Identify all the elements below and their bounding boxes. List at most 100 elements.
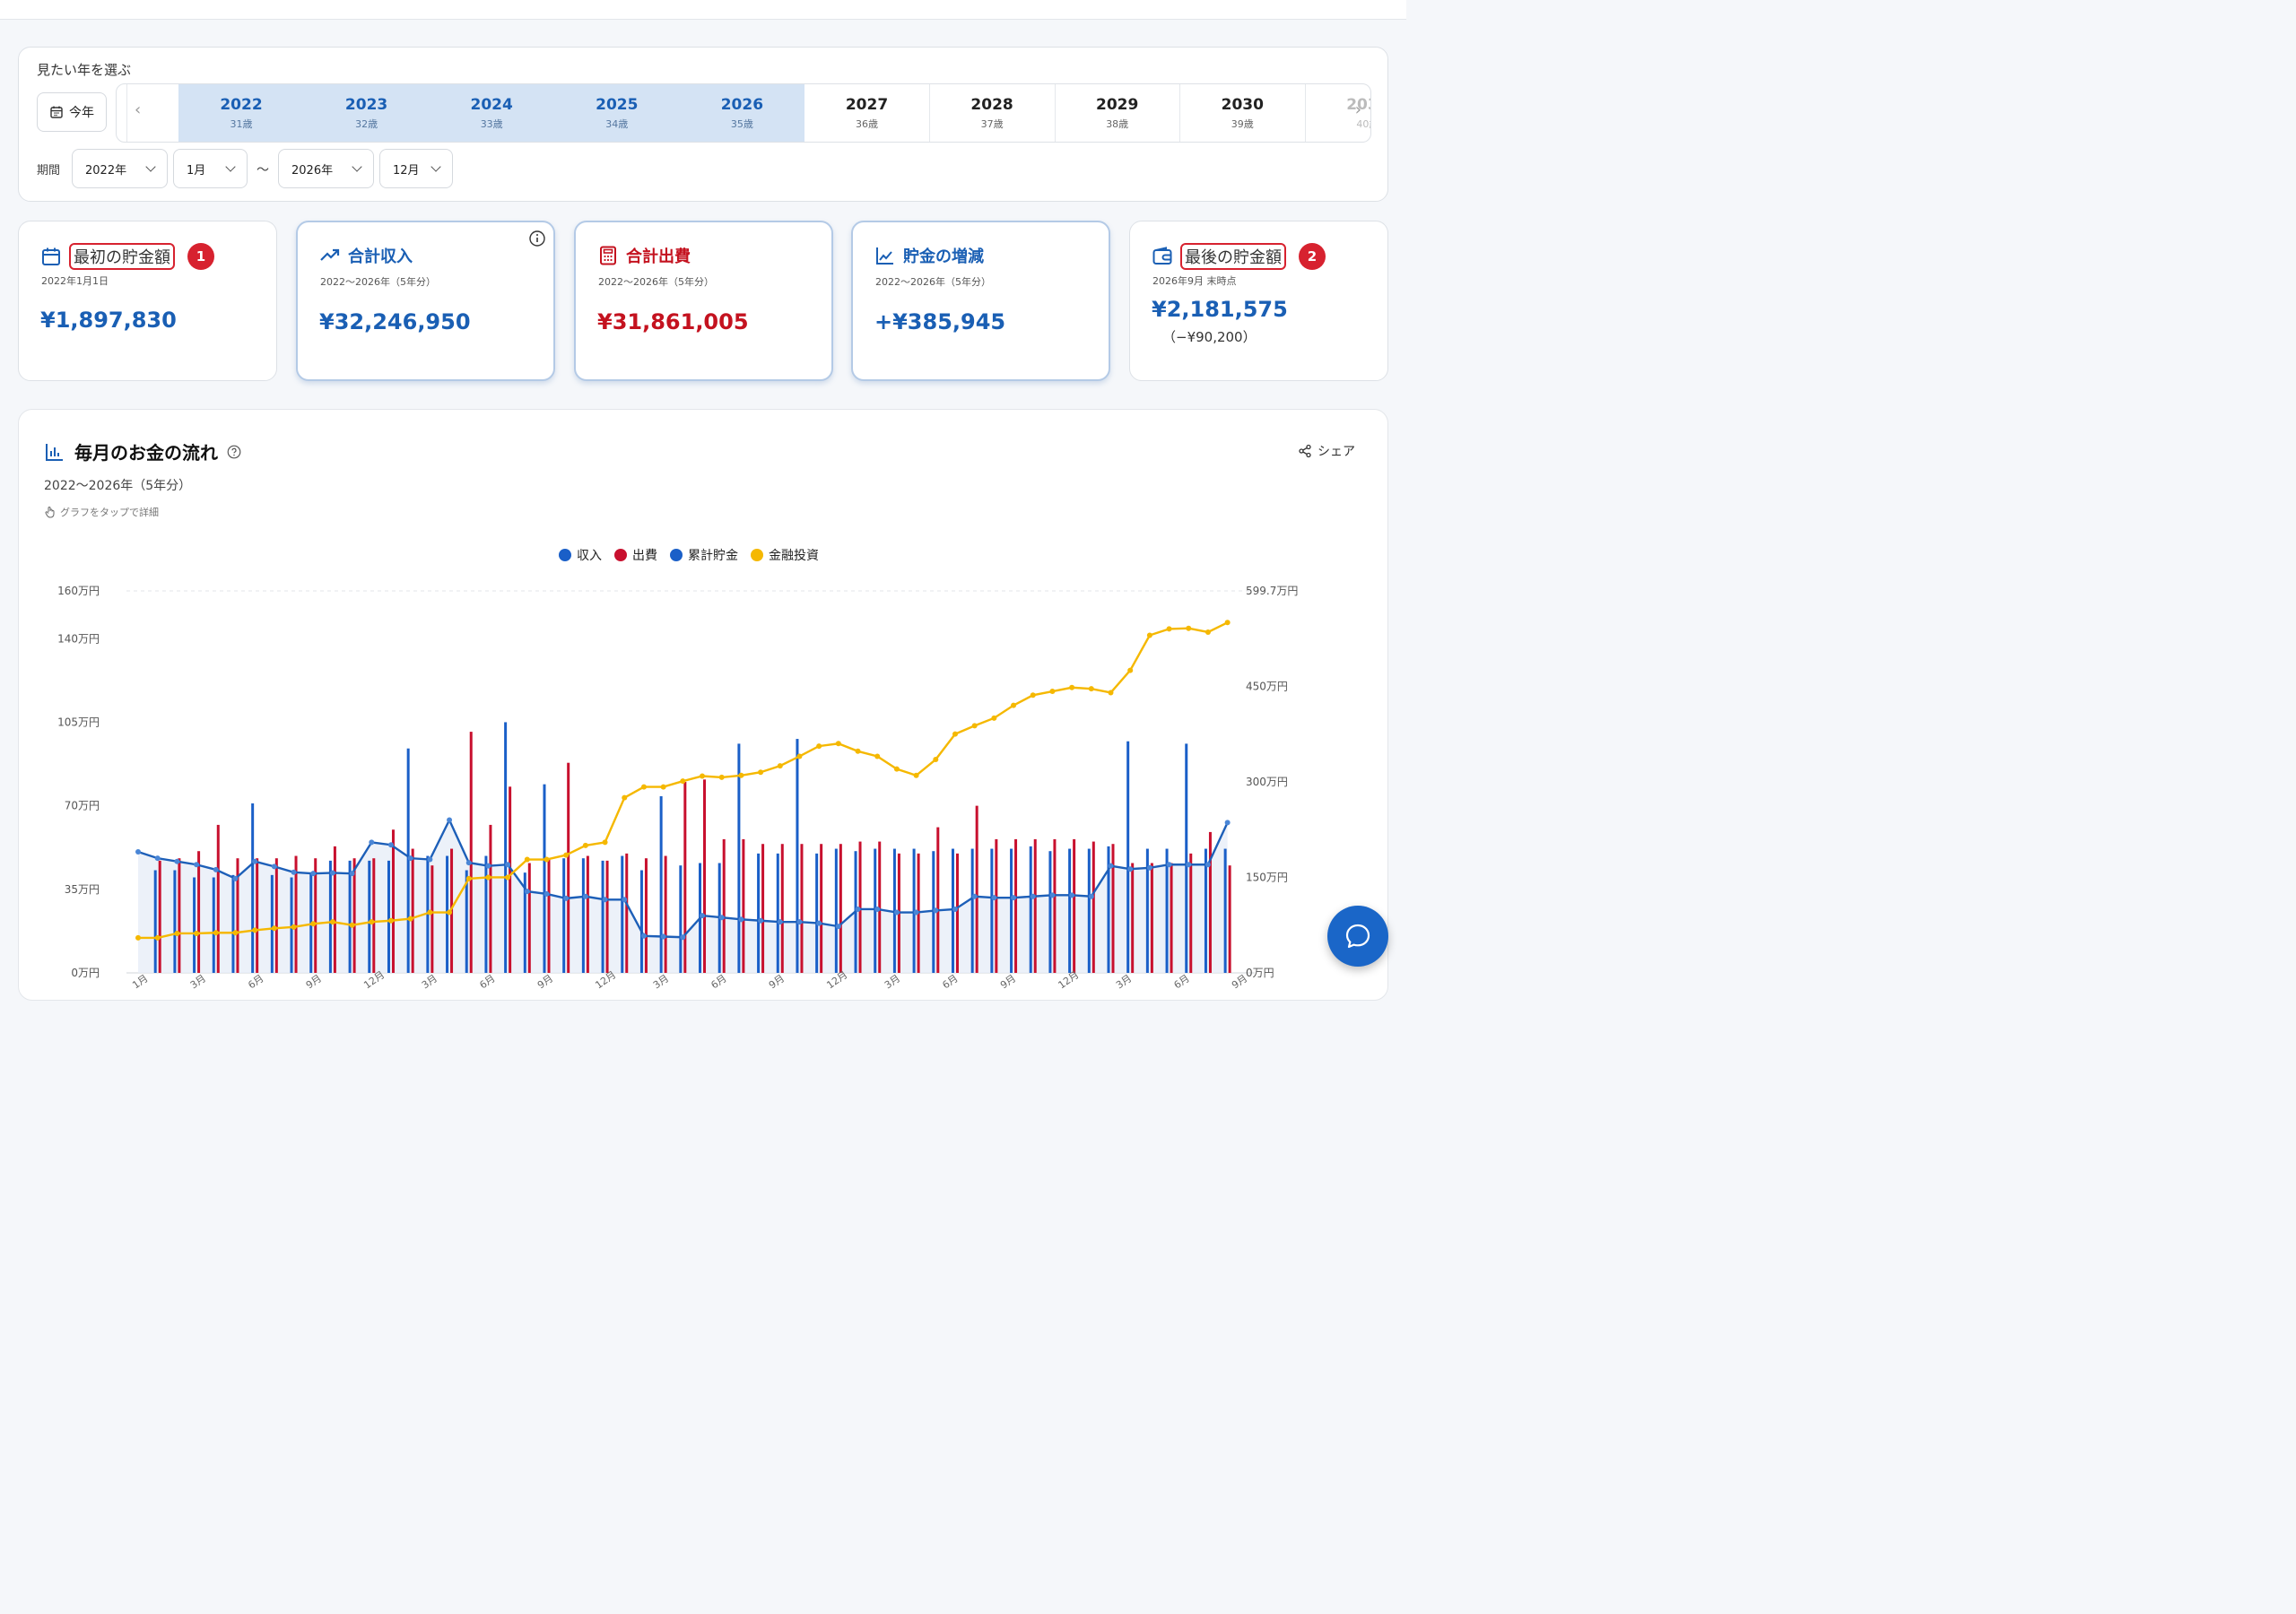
income-bar (621, 855, 624, 973)
invest-point (154, 934, 161, 941)
year-cell-2025[interactable]: 2025 34歳 (553, 84, 680, 142)
year-selector-panel: 見たい年を選ぶ 今年 202130歳 ‹ 2022 31歳 2023 32歳 2024 3… (18, 47, 1388, 202)
scroll-left-icon[interactable]: ‹ (135, 100, 142, 119)
today-button[interactable]: 今年 (37, 92, 107, 132)
year-cell-2022[interactable]: 2022 31歳 (178, 84, 304, 142)
info-icon[interactable] (528, 230, 546, 247)
invest-point (427, 909, 433, 915)
x-axis-tick: 6月 (709, 972, 728, 990)
year-cell-2029[interactable]: 2029 38歳 (1055, 84, 1181, 142)
legend-item-expense[interactable]: 出費 (614, 546, 657, 564)
expense-bar (858, 841, 862, 973)
savings-point (718, 915, 725, 921)
start-year-value: 2022年 (85, 163, 127, 178)
invest-point (213, 930, 219, 936)
share-button[interactable]: シェア (1298, 442, 1355, 460)
savings-point (952, 906, 958, 912)
expense-bar (664, 855, 667, 973)
period-label: 期間 (37, 164, 61, 178)
income-bar (796, 739, 799, 973)
invest-point (835, 741, 841, 747)
card-total-income[interactable]: 合計収入 2022〜2026年（5年分） ¥32,246,950 (296, 221, 555, 381)
invest-point (777, 763, 783, 769)
expense-bar (761, 844, 765, 973)
savings-point (660, 933, 666, 940)
year-cell-2026[interactable]: 2026 35歳 (679, 84, 805, 142)
legend-item-income[interactable]: 収入 (559, 546, 602, 564)
savings-point (252, 858, 258, 864)
income-bar (815, 853, 819, 973)
income-bar (465, 870, 468, 973)
year-cell-2023[interactable]: 2023 32歳 (303, 84, 430, 142)
share-label: シェア (1318, 445, 1355, 459)
x-axis-tick: 9月 (304, 972, 324, 990)
savings-point (447, 817, 453, 823)
invest-point (174, 930, 180, 936)
expense-bar (391, 829, 395, 973)
expense-bar (1053, 838, 1057, 973)
invest-point (1069, 684, 1075, 690)
start-month-value: 1月 (187, 163, 206, 178)
year-cell-2030[interactable]: 2030 39歳 (1180, 84, 1306, 142)
card-savings-change[interactable]: 貯金の増減 2022〜2026年（5年分） +¥385,945 (851, 221, 1110, 381)
income-bar (1087, 848, 1091, 973)
savings-point (582, 893, 588, 899)
expense-bar (683, 782, 687, 973)
chart-legend: 収入 出費 累計貯金 金融投資 (559, 546, 819, 564)
savings-point (135, 849, 142, 855)
year-strip[interactable]: 202130歳 ‹ 202231歳202332歳202433歳202534歳20… (116, 83, 1371, 143)
invest-point (194, 930, 200, 936)
invest-point (544, 856, 550, 863)
income-bar (290, 877, 293, 973)
savings-point (991, 895, 997, 901)
expense-bar (352, 858, 356, 973)
legend-item-invest[interactable]: 金融投資 (751, 546, 819, 564)
card-label: 合計出費 (626, 247, 691, 266)
savings-point (524, 889, 530, 895)
savings-point (971, 893, 978, 899)
savings-point (387, 842, 394, 848)
invest-point (563, 852, 570, 858)
expense-bar (236, 858, 239, 973)
age-value: 39歳 (1231, 117, 1254, 130)
year-cell-partial-left: 202130歳 (117, 84, 127, 142)
left-axis-tick: 140万円 (57, 632, 100, 645)
invest-point (816, 743, 822, 750)
x-axis-tick: 9月 (535, 972, 555, 990)
card-value: ¥2,181,575 (1152, 297, 1288, 322)
invest-point (349, 922, 355, 928)
start-year-select[interactable]: 2022年 (72, 149, 168, 188)
income-bar (639, 870, 643, 973)
income-bar (1068, 848, 1072, 973)
expense-bar (294, 855, 298, 973)
end-year-select[interactable]: 2026年 (278, 149, 374, 188)
expense-bar (197, 851, 201, 973)
invest-point (680, 778, 686, 785)
invest-point (1224, 620, 1231, 626)
calculator-icon (600, 246, 616, 265)
expense-bar (567, 762, 570, 973)
expense-bar (605, 860, 609, 973)
start-month-select[interactable]: 1月 (173, 149, 248, 188)
savings-point (933, 907, 939, 914)
invest-point (485, 874, 491, 881)
help-icon[interactable] (227, 445, 241, 459)
savings-point (271, 863, 277, 870)
invest-point (933, 757, 939, 763)
monthly-flow-chart[interactable]: 0万円 35万円 70万円 105万円 140万円 160万円 0万円 150万円 300万円 4… (19, 410, 1389, 990)
year-cell-2027[interactable]: 2027 36歳 (804, 84, 930, 142)
end-month-select[interactable]: 12月 (379, 149, 453, 188)
legend-item-savings[interactable]: 累計貯金 (670, 546, 738, 564)
left-axis-tick: 105万円 (57, 716, 100, 728)
chat-button[interactable] (1327, 906, 1388, 967)
expense-bar (274, 858, 278, 973)
savings-point (1205, 862, 1211, 868)
savings-point (913, 909, 919, 915)
scroll-right-icon[interactable]: › (1354, 100, 1361, 119)
year-cell-2024[interactable]: 2024 33歳 (429, 84, 555, 142)
bar-chart-icon (46, 443, 63, 461)
year-value: 2024 (470, 95, 513, 114)
expense-bar (489, 824, 492, 973)
card-total-expense[interactable]: 合計出費 2022〜2026年（5年分） ¥31,861,005 (574, 221, 833, 381)
year-cell-2028[interactable]: 2028 37歳 (930, 84, 1056, 142)
